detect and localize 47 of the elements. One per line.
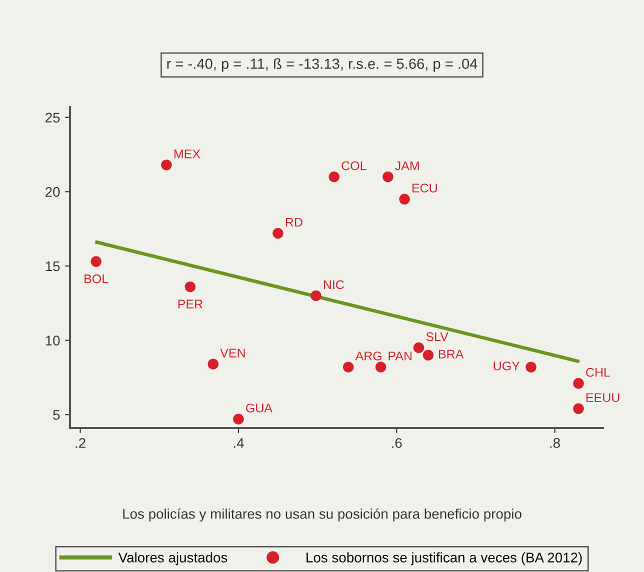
point [310,290,322,302]
annotation: EEUU [586,393,620,402]
annotation: SLV [426,332,448,342]
annotation: COL [342,161,366,170]
point [526,362,536,372]
point [573,378,584,389]
point [342,362,354,372]
annotation: NIC [324,280,344,290]
x-axis-title: Los policías y militares no usan su posición para beneficio propio [123,508,522,522]
point [573,403,584,414]
point [233,414,244,424]
annotation: VEN [220,348,245,358]
annotation: PER [178,300,202,308]
legend-label: Los sobornos se justifican a veces (BA 2012) [306,552,582,566]
y-tick-label: 25 [46,112,60,123]
annotation: UGY [494,362,520,370]
point [161,160,172,170]
point [382,171,394,182]
point [184,281,196,292]
annotation: ECU [412,184,437,192]
y-tick-label: 5 [53,410,60,420]
point [90,256,102,267]
x-tick-label: .2 [76,438,86,448]
point [399,194,410,205]
annotation: RD [286,218,302,227]
chart-title: r = -.40, p = .11, ß = -13.13, r.s.e. = 5.66, p = .04 [167,58,478,72]
legend-label: Valores ajustados [118,552,228,566]
point [328,171,340,182]
annotation: PAN [388,352,412,360]
y-tick-label: 10 [46,336,60,346]
y-tick-label: 20 [46,187,60,197]
point [413,342,424,354]
annotation: BOL [84,274,108,284]
annotation: ARG [355,352,382,360]
annotation: BRA [438,350,464,358]
annotation: CHL [586,368,610,377]
point [422,350,434,361]
point [375,362,386,372]
annotation: JAM [395,161,419,170]
annotation: GUA [246,404,272,412]
x-tick-label: .6 [392,438,402,448]
point [272,228,284,239]
x-tick-label: .8 [550,438,560,448]
y-tick-label: 15 [46,261,60,272]
annotation: MEX [174,150,200,158]
x-tick-label: .4 [234,438,244,448]
point [208,358,219,370]
